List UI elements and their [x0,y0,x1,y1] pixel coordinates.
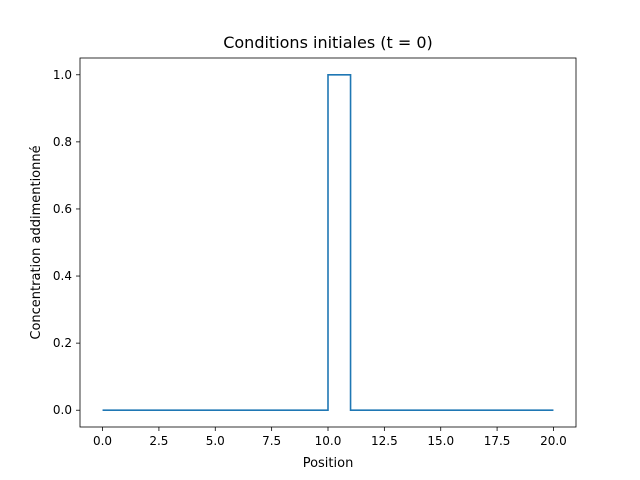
x-tick-label: 0.0 [93,434,112,448]
x-axis-ticks: 0.0 2.5 5.0 7.5 10.0 12.5 15.0 17.5 20.0 [93,427,567,448]
series-layer [102,73,554,412]
series-line [102,73,554,412]
y-axis-ticks: 0.0 0.2 0.4 0.6 0.8 1.0 [53,68,80,417]
y-tick-label: 0.2 [53,336,72,350]
y-tick-label: 0.8 [53,135,72,149]
x-tick-label: 20.0 [540,434,567,448]
x-tick-label: 17.5 [484,434,511,448]
plot-frame [79,57,577,428]
chart-title: Conditions initiales (t = 0) [223,33,433,52]
x-tick-label: 12.5 [371,434,398,448]
x-axis-label: Position [303,456,354,471]
y-tick-label: 0.4 [53,269,72,283]
x-tick-label: 7.5 [262,434,281,448]
y-tick-label: 0.6 [53,202,72,216]
x-tick-label: 5.0 [206,434,225,448]
x-tick-label: 15.0 [427,434,454,448]
x-tick-label: 10.0 [315,434,342,448]
y-tick-label: 1.0 [53,68,72,82]
x-tick-label: 2.5 [149,434,168,448]
y-tick-label: 0.0 [53,403,72,417]
y-axis-label: Concentration addimentionné [29,145,44,339]
